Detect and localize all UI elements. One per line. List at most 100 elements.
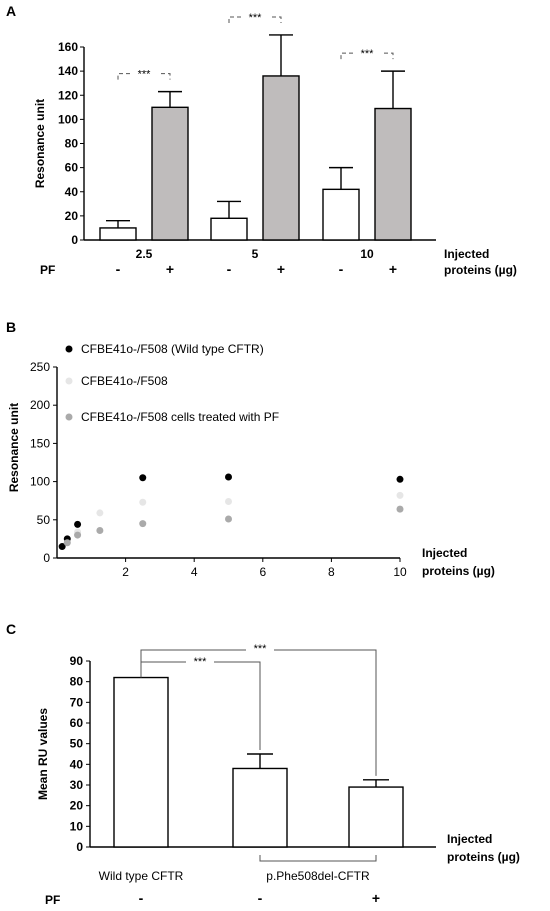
significance-bracket <box>141 661 261 750</box>
y-tick-label: 10 <box>70 819 84 833</box>
y-tick-label: 120 <box>58 88 78 102</box>
legend-marker <box>65 345 73 353</box>
panel-label: A <box>6 3 16 19</box>
pf-sign: + <box>389 261 397 277</box>
x-tick-label: 10 <box>393 565 407 579</box>
pf-sign: - <box>339 261 344 277</box>
bar <box>374 107 412 241</box>
data-point <box>225 473 232 481</box>
bar <box>322 188 360 241</box>
bar <box>262 75 300 241</box>
significance-bg <box>353 46 381 59</box>
data-point <box>225 497 232 505</box>
y-tick-label: 60 <box>70 716 84 730</box>
data-point <box>396 475 404 483</box>
y-tick-label: 100 <box>30 475 50 489</box>
x-tick-label: 8 <box>328 565 335 579</box>
y-tick-label: 0 <box>71 233 78 247</box>
significance-stars: *** <box>249 12 263 24</box>
x-axis-title: Injected <box>447 832 492 846</box>
x-tick-label: 2 <box>122 565 129 579</box>
x-axis-title: proteins (µg) <box>444 263 517 277</box>
pf-sign: - <box>139 890 144 906</box>
y-tick-label: 70 <box>70 695 84 709</box>
y-tick-label: 100 <box>58 112 78 126</box>
y-tick-label: 200 <box>30 398 50 412</box>
data-point <box>396 505 404 513</box>
data-point <box>96 509 104 517</box>
bar <box>232 767 288 848</box>
significance-stars: *** <box>194 656 208 668</box>
y-tick-label: 0 <box>76 840 83 854</box>
significance-bg <box>186 654 214 666</box>
y-tick-label: 160 <box>58 40 78 54</box>
bar <box>151 106 189 241</box>
x-tick-label: 6 <box>259 565 266 579</box>
pf-row-label: PF <box>40 263 55 277</box>
x-axis-title: proteins (µg) <box>447 850 520 864</box>
y-tick-label: 20 <box>70 799 84 813</box>
y-tick-label: 40 <box>65 185 79 199</box>
data-point <box>396 491 404 499</box>
pf-row-label: PF <box>45 893 60 907</box>
panel-c: C 0 10 20 30 40 50 60 70 80 90 Mean RU values Inject… <box>6 621 520 907</box>
group-label: 2.5 <box>136 247 153 261</box>
y-tick-label: 0 <box>43 551 50 565</box>
legend-label: CFBE41o-/F508 cells treated with PF <box>81 410 279 424</box>
y-tick-label: 150 <box>30 436 50 450</box>
y-axis-title: Mean RU values <box>36 708 50 800</box>
x-axis-title: Injected <box>422 546 467 560</box>
significance-bg <box>241 9 269 22</box>
panel-b: B 0 50 100 150 200 250 2 4 6 8 10 Resonance unit Inje… <box>6 319 495 579</box>
y-tick-label: 50 <box>37 513 51 527</box>
data-point <box>74 531 82 539</box>
panel-a: A 0 20 40 60 80 100 120 140 160 Resonance unit Inje… <box>6 3 517 277</box>
pf-sign: - <box>116 261 121 277</box>
x-tick-label: 4 <box>191 565 198 579</box>
bar <box>113 676 169 848</box>
group-bracket <box>259 855 377 862</box>
y-tick-label: 60 <box>65 161 79 175</box>
y-tick-label: 140 <box>58 64 78 78</box>
y-tick-label: 30 <box>70 778 84 792</box>
bar <box>210 217 248 241</box>
legend-marker <box>65 413 73 421</box>
data-point <box>225 515 232 523</box>
legend-label: CFBE41o-/F508 <box>81 374 168 388</box>
group-label: p.Phe508del-CFTR <box>266 869 370 883</box>
y-tick-label: 250 <box>30 360 50 374</box>
group-label: Wild type CFTR <box>99 869 184 883</box>
y-tick-label: 40 <box>70 757 84 771</box>
y-axis-title: Resonance unit <box>33 99 47 188</box>
significance-bracket <box>140 649 377 776</box>
y-tick-label: 80 <box>65 137 79 151</box>
x-axis-title: Injected <box>444 247 489 261</box>
bar <box>99 227 137 241</box>
y-tick-label: 80 <box>70 675 84 689</box>
pf-sign: + <box>277 261 285 277</box>
significance-bg <box>246 642 274 654</box>
data-point <box>74 520 82 528</box>
group-label: 10 <box>360 247 374 261</box>
significance-stars: *** <box>254 643 268 655</box>
panel-label: B <box>6 319 16 335</box>
pf-sign: - <box>227 261 232 277</box>
data-point <box>96 526 104 534</box>
pf-sign: - <box>258 890 263 906</box>
significance-stars: *** <box>138 69 152 81</box>
y-tick-label: 50 <box>70 737 84 751</box>
data-point <box>139 498 147 506</box>
significance-stars: *** <box>361 48 375 60</box>
panel-label: C <box>6 621 16 637</box>
bar <box>348 786 404 848</box>
x-axis-title: proteins (µg) <box>422 564 495 578</box>
data-point <box>139 520 147 528</box>
data-point <box>63 539 71 547</box>
significance-bg <box>130 66 158 79</box>
legend-marker <box>65 377 73 385</box>
y-axis-title: Resonance unit <box>7 403 21 492</box>
group-label: 5 <box>252 247 259 261</box>
y-tick-label: 90 <box>70 654 84 668</box>
legend-label: CFBE41o-/F508 (Wild type CFTR) <box>81 342 264 356</box>
